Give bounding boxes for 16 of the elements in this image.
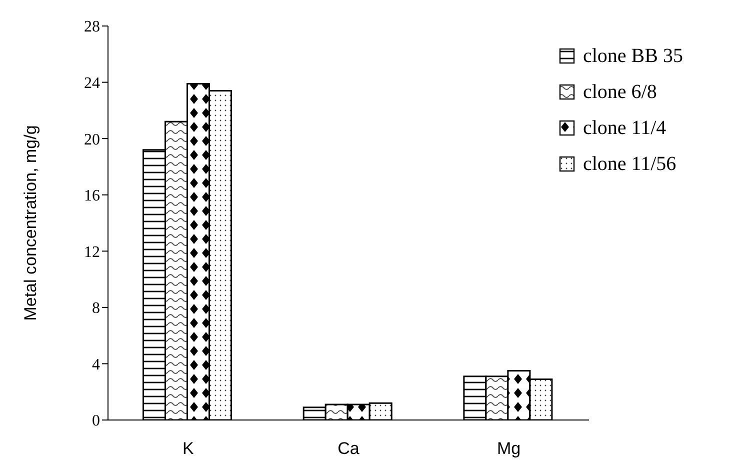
y-tick-label: 4: [92, 356, 100, 374]
y-tick-label: 24: [84, 74, 100, 92]
legend-label: clone 6/8: [583, 80, 657, 105]
y-tick-label: 16: [84, 188, 100, 205]
legend-label: clone 11/56: [583, 152, 676, 177]
y-axis-title: Metal concentration, mg/g: [21, 125, 40, 321]
x-tick-label: Mg: [497, 439, 521, 458]
y-tick-label: 8: [92, 300, 100, 318]
y-tick-label: 0: [92, 412, 100, 430]
y-tick-label: 12: [84, 244, 100, 261]
y-tick-label: 28: [84, 18, 100, 36]
legend-label: clone BB 35: [583, 44, 683, 69]
x-tick-label: Ca: [338, 439, 360, 458]
x-tick-label: K: [182, 439, 194, 458]
y-tick-label: 20: [84, 131, 100, 148]
legend-label: clone 11/4: [583, 116, 666, 141]
